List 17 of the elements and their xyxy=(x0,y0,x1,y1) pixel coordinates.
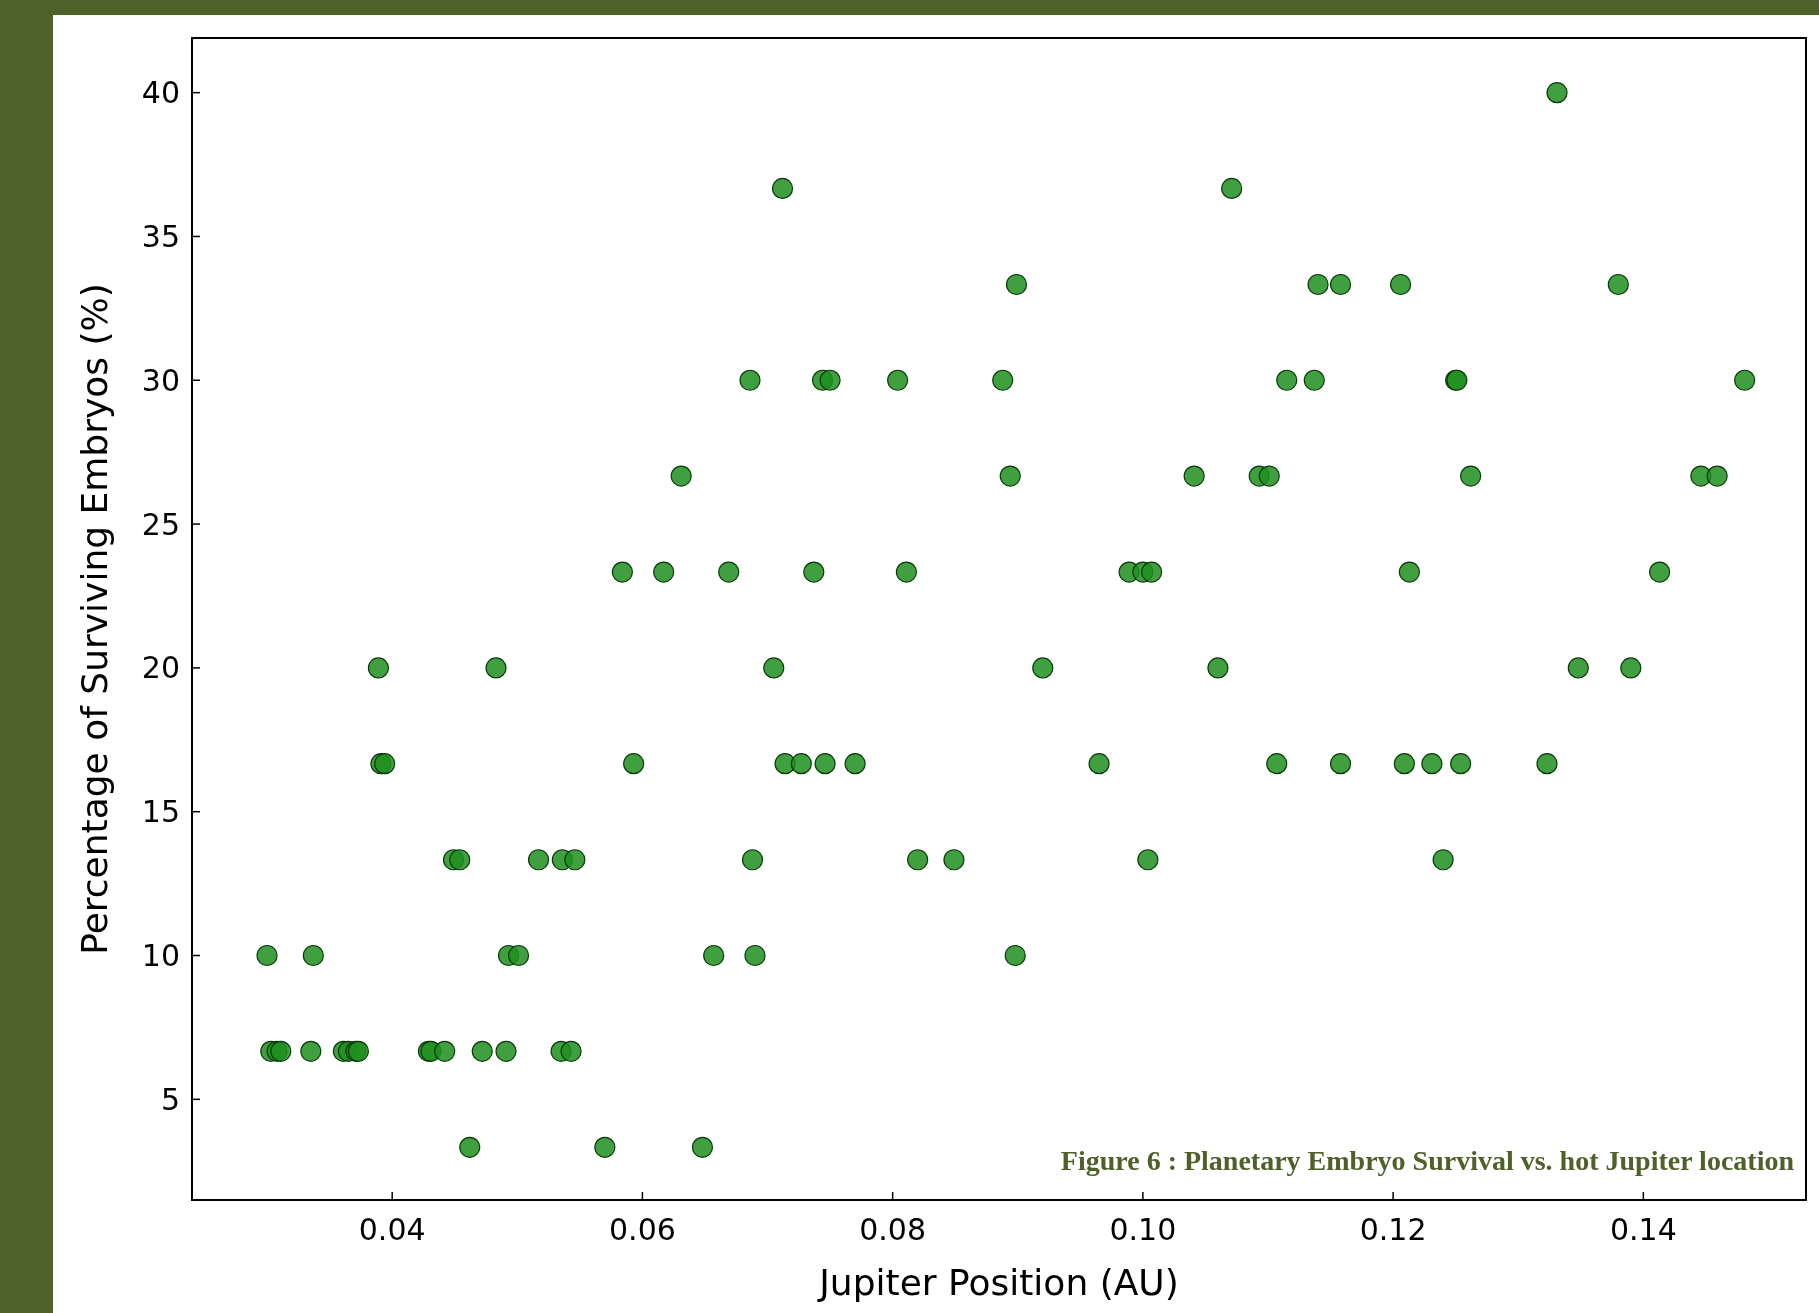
x-tick-label: 0.06 xyxy=(609,1212,676,1247)
annotation: Figure 6 : Planetary Embryo Survival vs. hot Jupiter location xyxy=(1060,1145,1795,1176)
y-tick-label: 20 xyxy=(141,650,180,686)
y-tick-label: 35 xyxy=(141,218,180,254)
y-tick-label: 5 xyxy=(160,1081,180,1117)
x-tick-label: 0.04 xyxy=(358,1212,426,1247)
y-tick-label: 30 xyxy=(141,362,180,398)
y-tick-label: 15 xyxy=(141,794,180,830)
y-axis-title: Percentage of Surviving Embryos (%) xyxy=(74,283,115,955)
y-tick-label: 25 xyxy=(141,506,180,542)
x-axis-title: Jupiter Position (AU) xyxy=(817,1262,1179,1303)
x-tick-label: 0.10 xyxy=(1109,1212,1177,1247)
y-tick-label: 10 xyxy=(141,938,180,974)
x-tick-label: 0.14 xyxy=(1609,1212,1677,1247)
y-tick-label: 40 xyxy=(141,75,180,111)
x-tick-label: 0.12 xyxy=(1359,1212,1427,1247)
x-tick-label: 0.08 xyxy=(859,1212,927,1247)
